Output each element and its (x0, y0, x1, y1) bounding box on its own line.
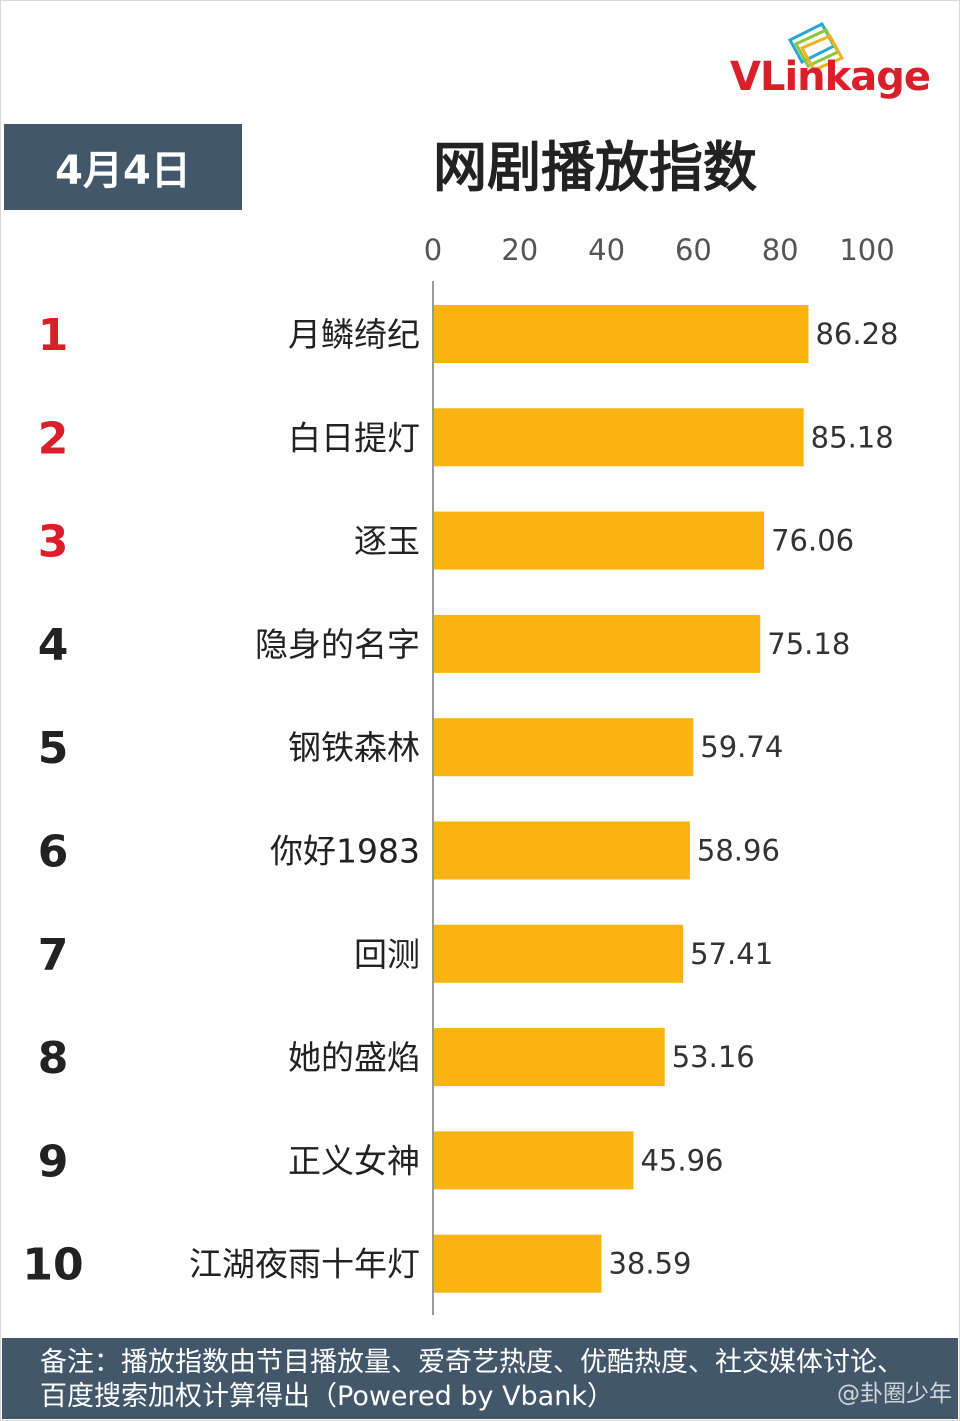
bar-chart: 0 20 40 60 80 100 86.28 月鳞绮纪 1 85.18 白日提灯 2 76.06 逐玉 3… (22, 233, 898, 1315)
rank-number: 7 (38, 930, 69, 981)
vlinkage-logo: VLinkage (730, 20, 955, 110)
rank-number: 5 (38, 723, 69, 774)
bar (434, 1234, 602, 1293)
x-tick-label: 60 (675, 233, 712, 267)
x-tick-label: 100 (839, 233, 894, 267)
footer-note: 备注：播放指数由节目播放量、爱奇艺热度、优酷热度、社交媒体讨论、百度搜索加权计算… (2, 1338, 958, 1419)
bar (434, 511, 765, 570)
category-label: 她的盛焰 (288, 1038, 420, 1077)
bar-value-label: 59.74 (700, 730, 783, 764)
rank-number: 6 (38, 827, 69, 878)
rank-number: 9 (38, 1136, 69, 1187)
category-label: 江湖夜雨十年灯 (189, 1245, 420, 1284)
category-label: 钢铁森林 (288, 728, 420, 767)
category-label: 正义女神 (288, 1141, 420, 1180)
rank-number: 8 (38, 1033, 69, 1084)
rank-number: 3 (38, 517, 69, 568)
x-tick-label: 20 (501, 233, 538, 267)
bar (434, 718, 694, 777)
bar-value-label: 53.16 (672, 1040, 755, 1074)
bar-value-label: 45.96 (640, 1143, 723, 1177)
x-tick-label: 0 (424, 233, 442, 267)
bar (434, 305, 809, 363)
bar-value-label: 75.18 (767, 627, 850, 661)
category-label: 月鳞绮纪 (288, 315, 420, 354)
watermark: @卦圈少年 (837, 1381, 952, 1407)
category-label: 隐身的名字 (255, 625, 420, 664)
logo-text: VLinkage (730, 54, 931, 100)
x-tick-label: 80 (762, 233, 799, 267)
x-tick-label: 40 (588, 233, 625, 267)
rank-number: 2 (38, 413, 69, 464)
category-label: 白日提灯 (288, 418, 420, 457)
bar-value-label: 58.96 (697, 834, 780, 868)
bar (434, 408, 804, 467)
category-label: 回测 (354, 935, 420, 974)
bar (434, 924, 684, 983)
logo-cards-icon (787, 22, 845, 70)
bar (434, 1028, 665, 1087)
bar-value-label: 76.06 (771, 524, 854, 558)
bar-value-label: 86.28 (815, 317, 898, 351)
date-badge: 4月4日 (4, 124, 242, 210)
bar-value-label: 85.18 (811, 420, 894, 454)
rank-number: 4 (38, 620, 69, 671)
bar (434, 1131, 634, 1190)
category-label: 逐玉 (354, 522, 420, 561)
category-label: 你好1983 (270, 832, 420, 871)
chart-title: 网剧播放指数 (433, 136, 757, 199)
footer-note-text: 备注：播放指数由节目播放量、爱奇艺热度、优酷热度、社交媒体讨论、百度搜索加权计算… (40, 1347, 904, 1412)
bar (434, 614, 761, 673)
rank-number: 10 (22, 1240, 83, 1291)
bar-value-label: 38.59 (608, 1247, 691, 1281)
bar (434, 821, 690, 880)
bar-value-label: 57.41 (690, 937, 773, 971)
rank-number: 1 (38, 310, 69, 361)
